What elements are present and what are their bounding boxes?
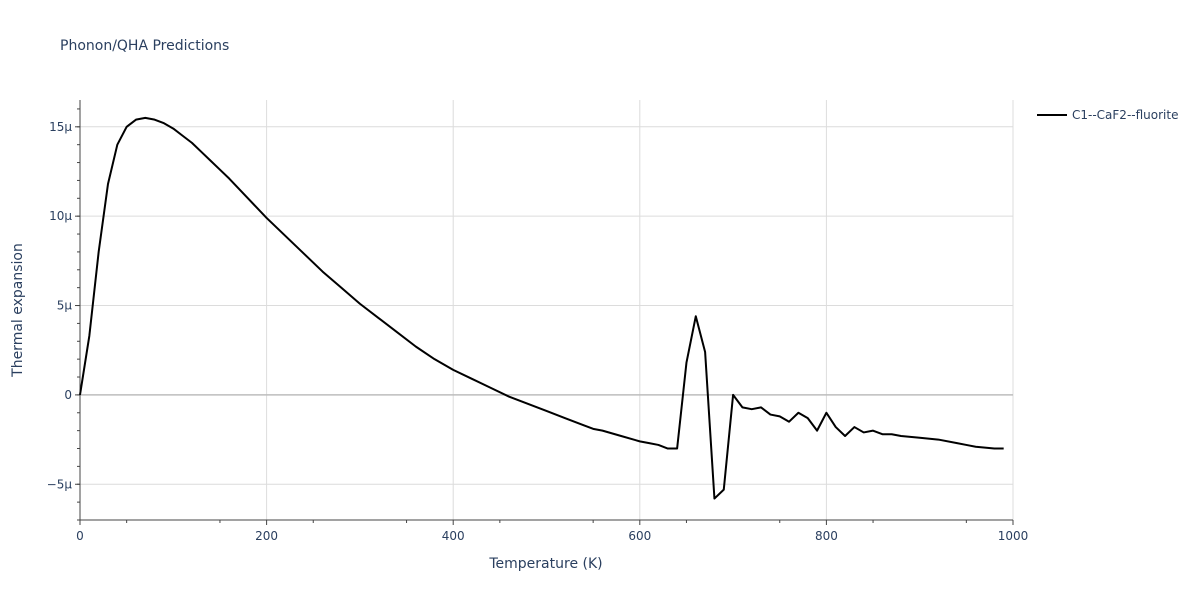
x-tick-label: 1000: [998, 529, 1029, 543]
x-tick-label: 0: [76, 529, 84, 543]
x-tick-label: 400: [442, 529, 465, 543]
y-tick-label: −5μ: [47, 477, 73, 491]
x-axis-ticks: 0 200 400 600 800 1000: [76, 520, 1028, 543]
y-tick-label: 15μ: [49, 120, 72, 134]
x-axis-title: Temperature (K): [488, 556, 602, 572]
y-axis-ticks: −5μ 0 5μ 10μ 15μ: [47, 108, 80, 521]
chart-title: Phonon/QHA Predictions: [60, 38, 229, 54]
x-tick-label: 200: [255, 529, 278, 543]
y-tick-label: 10μ: [49, 209, 72, 223]
y-axis-title: Thermal expansion: [10, 243, 26, 378]
legend[interactable]: C1--CaF2--fluorite: [1037, 108, 1178, 122]
plot-area: [79, 116, 1004, 500]
y-tick-label: 0: [64, 388, 72, 402]
x-tick-label: 800: [815, 529, 838, 543]
series-line-0: [79, 116, 1004, 500]
axes: [79, 100, 1013, 521]
x-tick-label: 600: [628, 529, 651, 543]
y-tick-label: 5μ: [57, 299, 73, 313]
grid-lines: [80, 100, 1014, 520]
legend-entry-label: C1--CaF2--fluorite: [1072, 108, 1178, 122]
